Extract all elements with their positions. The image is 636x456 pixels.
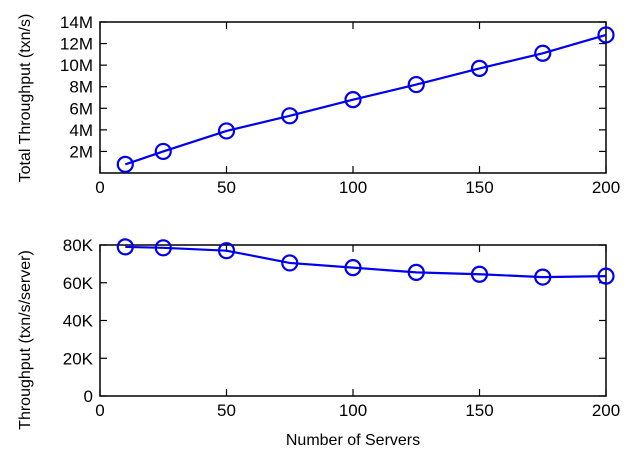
top-data-point xyxy=(597,26,615,44)
bottom-data-point xyxy=(217,242,236,260)
top-series-line xyxy=(124,33,607,166)
bottom-x-tick-label: 150 xyxy=(465,401,493,420)
bottom-series xyxy=(116,238,615,286)
top-data-point xyxy=(470,59,489,77)
bottom-y-tick-label: 80K xyxy=(63,236,94,255)
bottom-data-point xyxy=(407,263,425,281)
top-data-point xyxy=(217,122,236,140)
bottom-data-point xyxy=(534,268,552,286)
bottom-y-tick-label: 0 xyxy=(84,387,93,406)
top-x-tick-label: 50 xyxy=(217,178,236,197)
top-axis-ticks: 0 50 100 150 200 2M 4M 6M 8M 10M 12M 14M xyxy=(60,13,620,197)
bottom-x-tick-label: 200 xyxy=(592,401,620,420)
top-y-tick-label: 12M xyxy=(60,35,93,54)
top-plot-frame xyxy=(99,21,607,174)
bottom-x-tick-label: 0 xyxy=(95,401,104,420)
top-data-point xyxy=(407,75,425,94)
top-y-tick-label: 10M xyxy=(60,56,93,75)
bottom-axis-ticks: 0 50 100 150 200 0 20K 40K 60K 80K xyxy=(63,236,620,420)
top-x-tick-label: 150 xyxy=(465,178,493,197)
top-y-tick-label: 14M xyxy=(60,13,93,32)
top-data-point xyxy=(344,91,362,109)
top-y-tick-label: 8M xyxy=(69,78,93,97)
top-data-point xyxy=(534,44,552,62)
bottom-data-point xyxy=(281,254,299,272)
top-x-tick-label: 0 xyxy=(95,178,104,197)
bottom-data-point xyxy=(344,259,362,277)
bottom-y-axis-label: Throughput (txn/s/server) xyxy=(17,250,34,430)
bottom-x-tick-label: 100 xyxy=(339,401,367,420)
top-y-tick-label: 4M xyxy=(69,121,93,140)
x-axis-label: Number of Servers xyxy=(286,432,420,449)
top-data-point xyxy=(154,142,172,161)
bottom-x-tick-label: 50 xyxy=(217,401,236,420)
bottom-data-point xyxy=(470,265,489,283)
top-data-point xyxy=(116,155,134,173)
bottom-data-point xyxy=(597,267,615,285)
top-x-tick-label: 100 xyxy=(339,178,367,197)
top-series xyxy=(116,26,615,173)
per-server-throughput-panel: Throughput (txn/s/server) Number of Serv… xyxy=(17,236,620,449)
bottom-y-tick-label: 40K xyxy=(63,312,94,331)
top-y-axis-label: Total Throughput (txn/s) xyxy=(17,14,34,183)
bottom-y-tick-label: 60K xyxy=(63,274,94,293)
bottom-data-point xyxy=(116,238,134,256)
bottom-data-point xyxy=(154,239,172,257)
top-y-tick-label: 6M xyxy=(69,99,93,118)
bottom-series-line xyxy=(125,245,607,279)
total-throughput-panel: Total Throughput (txn/s) 0 50 100 150 200 2M 4… xyxy=(17,13,620,197)
top-data-point xyxy=(281,107,299,125)
bottom-y-tick-label: 20K xyxy=(63,349,94,368)
top-y-tick-label: 2M xyxy=(69,142,93,161)
top-x-tick-label: 200 xyxy=(592,178,620,197)
